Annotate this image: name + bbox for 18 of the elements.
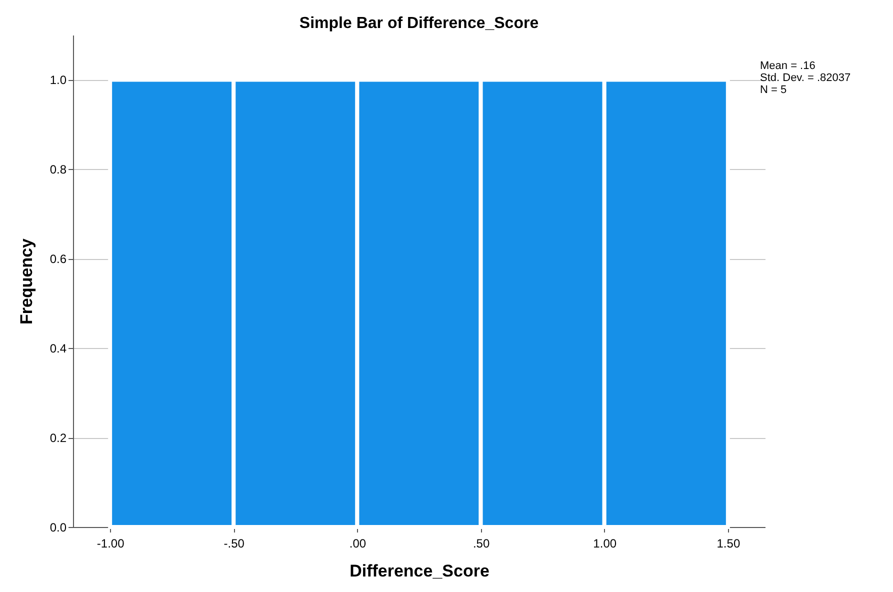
annotation: N = 5 bbox=[760, 84, 788, 96]
annotation: Mean = .16 bbox=[760, 60, 816, 72]
x-tick-label: 1.50 bbox=[716, 536, 740, 550]
x-tick-label: .50 bbox=[472, 536, 490, 550]
y-tick-label: 0.8 bbox=[50, 162, 67, 177]
y-tick-label: 0.0 bbox=[50, 520, 67, 534]
y-tick-label: 1.0 bbox=[50, 73, 67, 88]
y-tick-label: 0.4 bbox=[50, 342, 67, 356]
chart-title: Simple Bar of Difference_Score bbox=[299, 15, 539, 32]
y-tick-label: 0.6 bbox=[50, 252, 67, 266]
annotation: Std. Dev. = .82037 bbox=[760, 72, 851, 84]
x-tick-label: -.50 bbox=[224, 536, 245, 550]
y-tick-label: 0.2 bbox=[50, 431, 67, 446]
x-tick-label: .00 bbox=[349, 536, 366, 550]
x-tick-label: -1.00 bbox=[96, 536, 125, 550]
y-axis-title: Frequency bbox=[16, 238, 36, 324]
x-tick-label: 1.00 bbox=[593, 536, 617, 550]
x-axis-title: Difference_Score bbox=[350, 562, 490, 580]
